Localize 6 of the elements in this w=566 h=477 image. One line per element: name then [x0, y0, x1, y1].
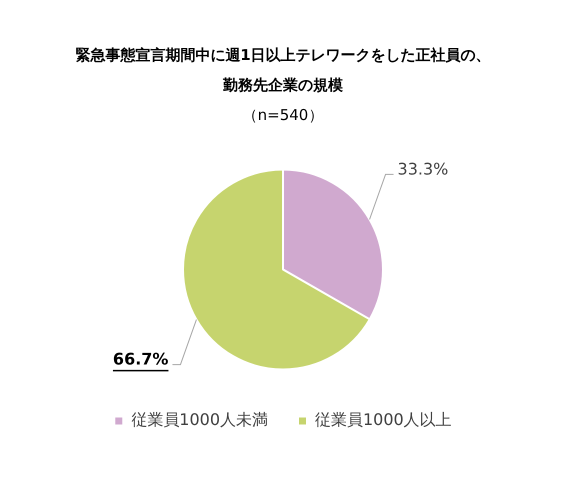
data-label: 66.7% [112, 350, 168, 369]
data-label: 33.3% [398, 160, 448, 179]
legend-label: 従業員1000人未満 [131, 410, 268, 430]
chart-title: 緊急事態宣言期間中に週1日以上テレワークをした正社員の、勤務先企業の規模 [75, 46, 491, 94]
chart-subtitle: （n=540） [242, 106, 324, 124]
legend-label: 従業員1000人以上 [315, 410, 452, 430]
